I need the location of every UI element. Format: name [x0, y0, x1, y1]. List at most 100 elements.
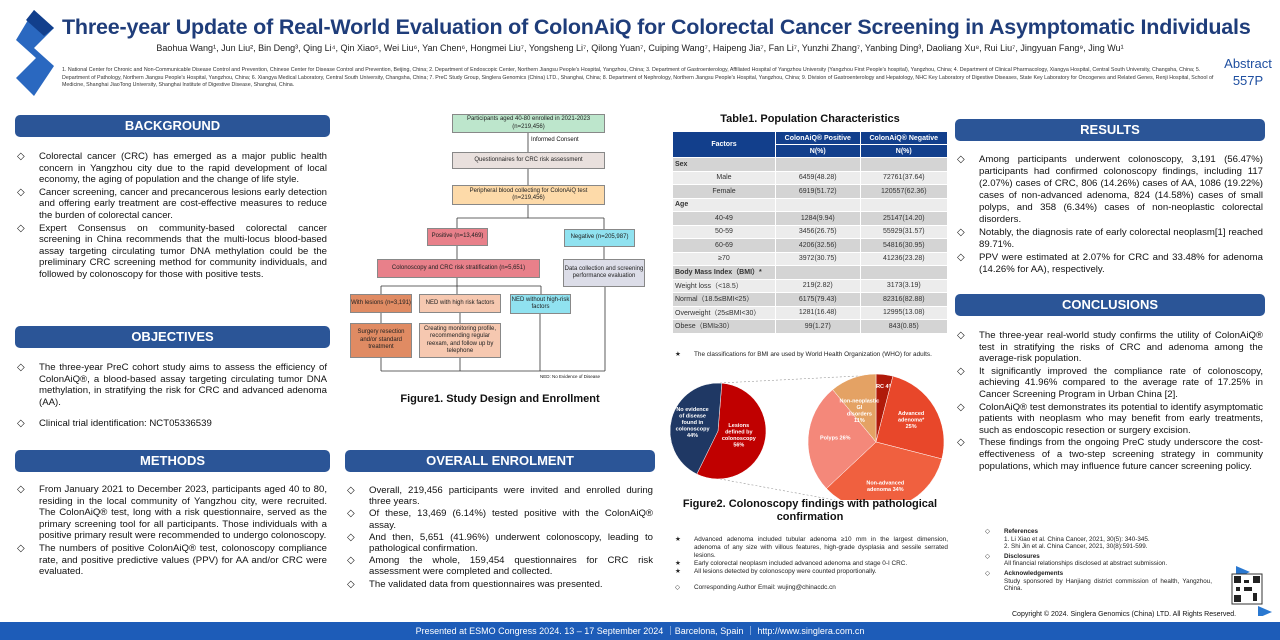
row-label: Weight loss（<18.5）: [673, 279, 775, 292]
row-label: 40-49: [673, 212, 775, 225]
list-item: The validated data from questionnaires w…: [345, 579, 653, 590]
flow-ned-high-risk: NED with high risk factors: [419, 294, 501, 313]
empty-cell: [860, 158, 947, 171]
pie-slice: [832, 373, 877, 443]
positive-cell: 6459(48.28): [776, 171, 860, 184]
acknowledgements: ◇ Acknowledgements Study sponsored by Hanj…: [985, 569, 1212, 593]
flow-ned-without: NED without high-risk factors: [510, 294, 571, 314]
flow-with-lesions: With lesions (n=3,191): [350, 294, 412, 313]
footer-bar: Presented at ESMO Congress 2024. 13 – 17…: [0, 622, 1280, 640]
row-label: 60-69: [673, 239, 775, 252]
flow-consent-label: Informed Consent: [531, 137, 579, 143]
methods-header: METHODS: [15, 450, 330, 472]
references: ◇ References 1. Li Xiao et al. China Cance…: [982, 528, 1212, 551]
table-row: Female 6919(51.72) 120557(62.36): [673, 185, 947, 198]
list-item: Among the whole, 159,454 questionnaires …: [345, 555, 653, 577]
pie-slice: [807, 389, 877, 489]
positive-cell: 4206(32.56): [776, 239, 860, 252]
positive-cell: 1281(16.48): [776, 306, 860, 319]
email-item: ◇ Corresponding Author Email: wujing@chin…: [675, 584, 836, 591]
positive-cell: 1284(9.94): [776, 212, 860, 225]
list-item: Overall, 219,456 participants were invit…: [345, 485, 653, 507]
row-label: Male: [673, 171, 775, 184]
methods-list: From January 2021 to December 2023, part…: [15, 484, 327, 579]
list-item: Notably, the diagnosis rate of early col…: [955, 227, 1263, 251]
positive-cell: 6919(51.72): [776, 185, 860, 198]
row-label: Overweight（25≤BMI<30）: [673, 306, 775, 319]
positive-cell: 6175(79.43): [776, 293, 860, 306]
group-label: Age: [673, 198, 775, 211]
affiliations: 1. National Center for Chronic and Non-C…: [62, 67, 1214, 88]
poster-title: Three-year Update of Real-World Evaluati…: [62, 15, 1251, 39]
negative-cell: 54816(30.95): [860, 239, 947, 252]
empty-cell: [776, 266, 860, 279]
negative-cell: 12995(13.08): [860, 306, 947, 319]
positive-cell: 219(2.82): [776, 279, 860, 292]
bmi-note: ★ The classifications for BMI are used by…: [675, 351, 932, 358]
conclusions-header: CONCLUSIONS: [955, 294, 1265, 316]
flow-monitoring: Creating monitoring profile, recommendin…: [419, 323, 501, 358]
table-row: Weight loss（<18.5） 219(2.82) 3173(3.19): [673, 279, 947, 292]
pie-label: Polyps 26%: [820, 435, 851, 441]
note-item: ★ All lesions detected by colonoscopy wer…: [675, 568, 877, 575]
group-label: Body Mass Index（BMI）*: [673, 266, 775, 279]
references-block: ◇ References 1. Li Xiao et al. China Cance…: [982, 528, 1212, 593]
ack-text: Study sponsored by Hanjiang district com…: [1004, 577, 1212, 593]
list-item: Expert Consensus on community-based colo…: [15, 223, 327, 281]
empty-cell: [860, 266, 947, 279]
flow-questionnaires: Questionnaires for CRC risk assessment: [452, 152, 605, 169]
objectives-list: The three-year PreC cohort study aims to…: [15, 362, 327, 431]
negative-cell: 41236(23.28): [860, 252, 947, 265]
empty-cell: [776, 158, 860, 171]
negative-cell: 25147(14.20): [860, 212, 947, 225]
table-row: Male 6459(48.28) 72761(37.64): [673, 171, 947, 184]
list-item: Of these, 13,469 (6.14%) tested positive…: [345, 508, 653, 530]
references-title: References: [1004, 528, 1038, 535]
col-unit: N(%): [776, 145, 860, 157]
colonoscopy-pie-charts: Lesions defined by colonoscopy 56% No eviden…: [669, 373, 945, 500]
negative-cell: 82316(82.88): [860, 293, 947, 306]
table1-title: Table1. Population Characteristics: [720, 113, 900, 125]
row-label: Normal（18.5≤BMI<25）: [673, 293, 775, 306]
qr-code-icon[interactable]: [1222, 566, 1272, 616]
note-text: All lesions detected by colonoscopy were…: [694, 568, 877, 575]
pie-label: CRC 4%: [872, 384, 894, 390]
negative-cell: 55929(31.57): [860, 225, 947, 238]
abstract-number: Abstract 557P: [1218, 55, 1278, 89]
flow-positive: Positive (n=13,469): [427, 228, 488, 246]
results-list: Among participants underwent colonoscopy…: [955, 154, 1263, 277]
table-row: 60-69 4206(32.56) 54816(30.95): [673, 239, 947, 252]
note-item: ★ Early colorectal neoplasm included adva…: [675, 560, 908, 567]
conclusions-list: The three-year real-world study confirms…: [955, 330, 1263, 473]
list-item: The three-year real-world study confirms…: [955, 330, 1263, 365]
list-item: Among participants underwent colonoscopy…: [955, 154, 1263, 226]
negative-cell: 120557(62.36): [860, 185, 947, 198]
col-negative: ColonAiQ® Negative: [860, 132, 947, 144]
note-text: Advanced adenoma included tubular adenom…: [694, 536, 948, 559]
col-unit: N(%): [860, 145, 947, 157]
pie-label: Advanced adenoma* 25%: [898, 411, 925, 430]
figure1-caption: Figure1. Study Design and Enrollment: [400, 393, 600, 405]
flowchart-connectors: [380, 133, 606, 372]
author-email-link[interactable]: Corresponding Author Email: wujing@china…: [694, 584, 836, 591]
list-item: These findings from the ongoing PreC stu…: [955, 437, 1263, 472]
list-item: Cancer screening, cancer and precancerou…: [15, 187, 327, 222]
positive-cell: 3972(30.75): [776, 252, 860, 265]
flow-participants: Participants aged 40-80 enrolled in 2021…: [452, 114, 605, 133]
row-label: Obese（BMI≥30）: [673, 320, 775, 333]
row-label: 50-59: [673, 225, 775, 238]
enrolment-header: OVERALL ENROLMENT: [345, 450, 655, 472]
note-item: ★ Advanced adenoma included tubular adeno…: [675, 536, 948, 559]
pie-label: No evidence of disease found in colonoscopy…: [676, 407, 711, 439]
pie-slice: [696, 382, 767, 480]
disclosures-title: Disclosures: [1004, 552, 1040, 560]
list-item: The three-year PreC cohort study aims to…: [15, 362, 327, 408]
col-positive: ColonAiQ® Positive: [776, 132, 860, 144]
list-item: The numbers of positive ColonAiQ® test, …: [15, 543, 327, 578]
reference-2: 2. Shi Jin et al. China Cancer, 2021, 30…: [1004, 543, 1148, 551]
reference-1: 1. Li Xiao et al. China Cancer, 2021, 30…: [1004, 535, 1150, 543]
bmi-note-text: The classifications for BMI are used by …: [694, 351, 932, 358]
ack-title: Acknowledgements: [1004, 569, 1064, 577]
table-row: Body Mass Index（BMI）*: [673, 266, 947, 279]
table-row: Normal（18.5≤BMI<25） 6175(79.43) 82316(82.8…: [673, 293, 947, 306]
